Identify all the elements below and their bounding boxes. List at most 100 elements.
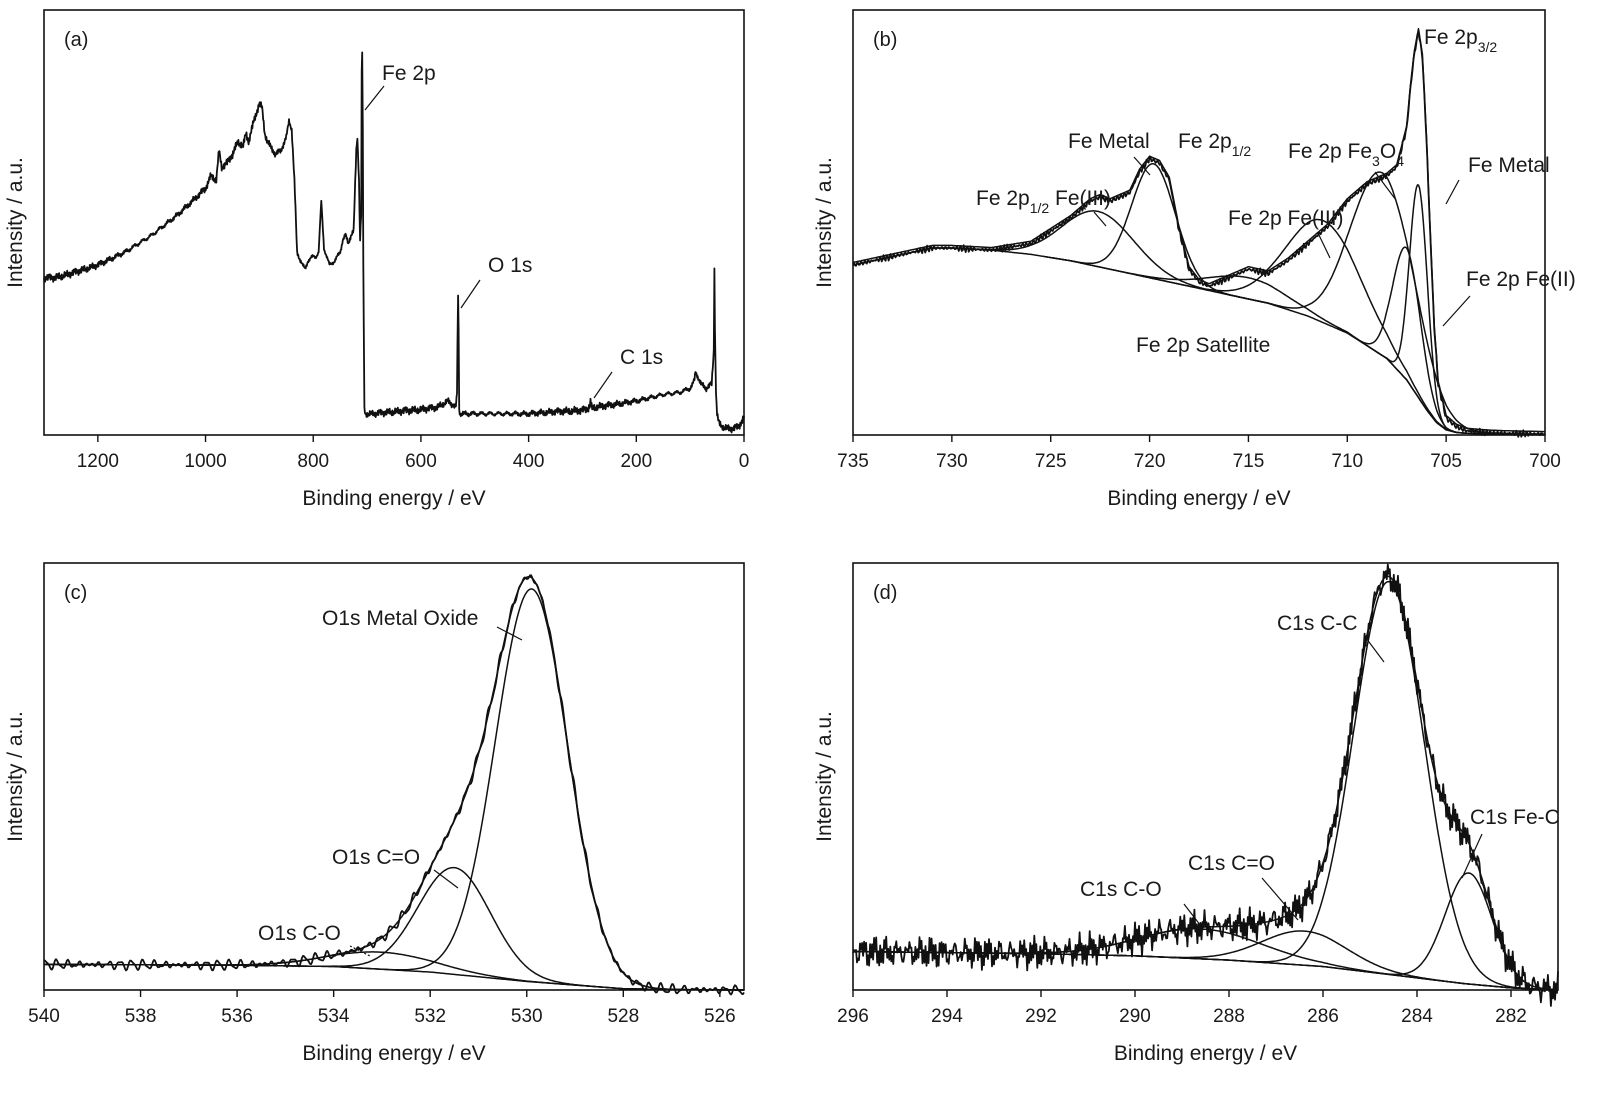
x-tick-label: 710 bbox=[1331, 451, 1363, 472]
fit-envelope-line bbox=[853, 575, 1558, 991]
peak-annotation: Fe 2p3/2 bbox=[1424, 26, 1497, 55]
plot-frame bbox=[852, 9, 1546, 436]
x-tick-label: 705 bbox=[1430, 451, 1462, 472]
plot-frame bbox=[43, 9, 745, 436]
x-tick-label: 526 bbox=[704, 1006, 736, 1027]
x-tick-label: 725 bbox=[1035, 451, 1067, 472]
peak-annotation: O1s C-O bbox=[258, 922, 341, 945]
peak-annotation: Fe 2p Fe3O4 bbox=[1288, 140, 1404, 169]
x-tick-label: 534 bbox=[318, 1006, 350, 1027]
x-axis-label: Binding energy / eV bbox=[1107, 487, 1290, 510]
x-tick-label: 536 bbox=[221, 1006, 253, 1027]
x-tick-label: 538 bbox=[125, 1006, 157, 1027]
x-axis-label: Binding energy / eV bbox=[1114, 1042, 1297, 1065]
plot-frame bbox=[43, 562, 745, 991]
annotation-leader-line bbox=[1183, 903, 1205, 931]
x-tick-label: 1200 bbox=[77, 451, 119, 472]
x-tick-label: 282 bbox=[1495, 1006, 1527, 1027]
x-tick-label: 296 bbox=[837, 1006, 869, 1027]
peak-annotation: C 1s bbox=[620, 346, 663, 369]
peak-annotation: Fe 2p Satellite bbox=[1136, 334, 1270, 357]
x-tick-label: 294 bbox=[931, 1006, 963, 1027]
peak-annotation: C1s C-O bbox=[1080, 878, 1162, 901]
plot-frame bbox=[852, 562, 1559, 991]
annotation-leader-line bbox=[496, 626, 523, 641]
fitted-component-line bbox=[44, 588, 744, 991]
y-axis-label: Intensity / a.u. bbox=[813, 711, 836, 842]
peak-annotation: Fe 2p Fe(III) bbox=[1228, 207, 1344, 230]
fitted-component-line bbox=[1373, 184, 1463, 434]
measured-spectrum-line bbox=[852, 31, 1546, 438]
peak-annotation: C1s Fe-C bbox=[1470, 806, 1560, 829]
x-tick-label: 288 bbox=[1213, 1006, 1245, 1027]
measured-spectrum-line bbox=[852, 563, 1559, 1007]
y-axis-label: Intensity / a.u. bbox=[4, 711, 27, 842]
fitted-component-line bbox=[920, 210, 1277, 307]
x-axis-label: Binding energy / eV bbox=[302, 487, 485, 510]
x-axis-label: Binding energy / eV bbox=[302, 1042, 485, 1065]
x-tick-label: 532 bbox=[414, 1006, 446, 1027]
peak-annotation: Fe 2p1/2 Fe(III) bbox=[976, 187, 1111, 216]
x-tick-label: 730 bbox=[936, 451, 968, 472]
peak-annotation: Fe 2p Fe(II) bbox=[1466, 268, 1576, 291]
annotation-leader-line bbox=[1374, 171, 1397, 201]
panel-d-c1s-spectrum: 296 294 292 290 288 286 284 282 Binding energy /… bbox=[813, 562, 1560, 1065]
panel-c-o1s-spectrum: 540 538 536 534 532 530 528 526 Binding energy /… bbox=[4, 562, 745, 1065]
y-axis-label: Intensity / a.u. bbox=[813, 157, 836, 288]
survey-spectrum-line bbox=[43, 51, 745, 434]
annotation-leader-line bbox=[1317, 232, 1331, 259]
peak-annotation: C1s C-C bbox=[1277, 612, 1358, 635]
x-tick-label: 700 bbox=[1529, 451, 1561, 472]
measured-spectrum-line bbox=[43, 574, 745, 996]
x-tick-label: 1000 bbox=[184, 451, 226, 472]
annotation-leader-line bbox=[460, 279, 481, 309]
x-tick-label: 530 bbox=[511, 1006, 543, 1027]
fitted-component-line bbox=[1135, 218, 1512, 435]
x-tick-label: 528 bbox=[607, 1006, 639, 1027]
peak-annotation: O 1s bbox=[488, 254, 532, 277]
peak-annotation: Fe 2p1/2 bbox=[1178, 130, 1251, 159]
x-tick-label: 800 bbox=[297, 451, 329, 472]
annotation-leader-line bbox=[1133, 156, 1151, 176]
x-tick-label: 290 bbox=[1119, 1006, 1151, 1027]
x-tick-label: 735 bbox=[837, 451, 869, 472]
annotation-leader-line bbox=[364, 85, 385, 111]
x-tick-label: 720 bbox=[1134, 451, 1166, 472]
x-tick-label: 292 bbox=[1025, 1006, 1057, 1027]
peak-annotation: Fe Metal bbox=[1468, 154, 1550, 177]
x-tick-label: 715 bbox=[1233, 451, 1265, 472]
panel-label: (a) bbox=[64, 29, 88, 51]
annotation-leader-line bbox=[1445, 179, 1460, 205]
annotation-leader-line bbox=[1365, 637, 1385, 663]
annotation-leader-line bbox=[593, 371, 613, 399]
annotation-leader-line bbox=[1461, 833, 1483, 879]
x-tick-label: 540 bbox=[28, 1006, 60, 1027]
peak-annotation: Fe 2p bbox=[382, 62, 436, 85]
panel-b-fe2p-spectrum: 735 730 725 720 715 710 705 700 Binding energy /… bbox=[813, 9, 1576, 510]
panel-label: (b) bbox=[873, 29, 897, 51]
fitted-component-line bbox=[853, 872, 1558, 991]
peak-annotation: Fe Metal bbox=[1068, 130, 1150, 153]
panel-label: (d) bbox=[873, 582, 897, 604]
panel-label: (c) bbox=[64, 582, 87, 604]
x-tick-label: 400 bbox=[513, 451, 545, 472]
fitted-component-line bbox=[44, 866, 744, 991]
panel-a-survey-spectrum: 1200 1000 800 600 400 200 0 Binding energy / eV… bbox=[4, 9, 750, 510]
fit-envelope-line bbox=[44, 575, 744, 991]
peak-annotation: C1s C=O bbox=[1188, 852, 1275, 875]
x-tick-label: 0 bbox=[739, 451, 750, 472]
x-tick-label: 286 bbox=[1307, 1006, 1339, 1027]
annotation-leader-line bbox=[1261, 877, 1299, 921]
annotation-leader-line bbox=[1442, 295, 1471, 327]
peak-annotation: O1s Metal Oxide bbox=[322, 607, 478, 630]
x-tick-label: 284 bbox=[1401, 1006, 1433, 1027]
y-axis-label: Intensity / a.u. bbox=[4, 157, 27, 288]
x-tick-label: 600 bbox=[405, 451, 437, 472]
x-tick-label: 200 bbox=[620, 451, 652, 472]
annotation-leader-line bbox=[433, 869, 459, 889]
fit-envelope-line bbox=[852, 27, 1545, 433]
fitted-component-line bbox=[1044, 163, 1263, 303]
peak-annotation: O1s C=O bbox=[332, 846, 420, 869]
annotation-leader-line bbox=[1093, 211, 1107, 227]
